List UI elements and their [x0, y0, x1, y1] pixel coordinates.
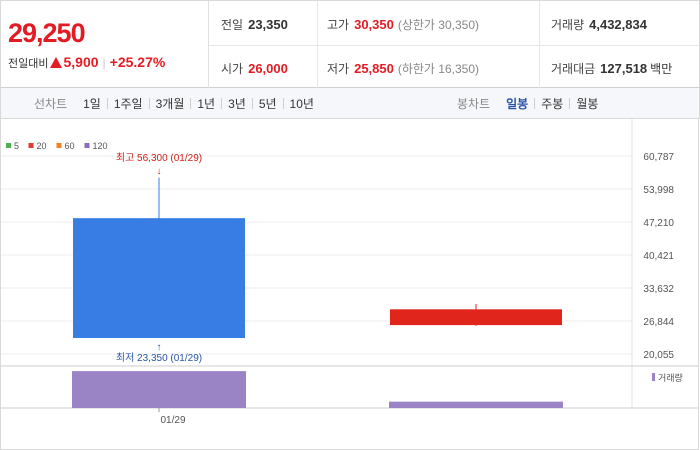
toolbar-divider [221, 98, 223, 109]
toolbar-divider [282, 98, 284, 109]
current-price: 29,250 [8, 18, 86, 48]
y-tick-label: 47,210 [643, 218, 674, 229]
quote-unit: 백만 [650, 62, 673, 76]
candle-period-button-0[interactable]: 일봉 [506, 97, 529, 111]
candle-chart-group: 봉차트 일봉 주봉 월봉 [457, 88, 604, 119]
legend-swatch [84, 143, 90, 148]
quote-cell: 시가 26,000 [221, 60, 288, 77]
quote-value: 26,000 [248, 61, 288, 76]
legend-label: 120 [93, 141, 108, 151]
up-arrow-icon: ↑ [157, 342, 162, 353]
y-tick-label: 26,844 [643, 317, 674, 328]
quote-value: 30,350 [354, 17, 394, 32]
volume-bar [389, 401, 563, 408]
line-period-button-0[interactable]: 1일 [83, 97, 101, 111]
down-arrow-icon: ↓ [157, 166, 162, 177]
line-period-button-5[interactable]: 5년 [258, 97, 277, 111]
quote-grid: 전일 23,350 고가 30,350 (상한가 30,350) 거래량 4,432,834… [209, 1, 699, 88]
quote-cell: 거래대금 127,518 백만 [551, 60, 672, 77]
toolbar-divider [569, 98, 571, 109]
y-tick-label: 60,787 [643, 152, 674, 163]
line-period-button-2[interactable]: 3개월 [155, 97, 185, 111]
quote-cell: 고가 30,350 (상한가 30,350) [327, 16, 479, 33]
quote-value: 127,518 [600, 61, 648, 76]
change-amount: 5,900 [63, 54, 99, 70]
x-tick-label: 01/29 [160, 415, 185, 426]
legend-label: 20 [37, 141, 47, 151]
legend-swatch [56, 143, 62, 148]
candle-body [390, 309, 562, 326]
legend-swatch [6, 143, 11, 148]
quote-label: 저가 [327, 62, 350, 76]
change-separator: | [102, 56, 106, 70]
chart-canvas: 60,787 53,998 47,210 40,421 33,632 26,844 20,0… [0, 119, 699, 450]
quote-cell: 거래량 4,432,834 [551, 16, 647, 33]
line-period-button-4[interactable]: 3년 [228, 97, 246, 111]
y-tick-label: 53,998 [643, 185, 674, 196]
change-percent: +25.27% [109, 54, 166, 70]
column-divider [317, 1, 318, 88]
quote-value: 4,432,834 [589, 17, 647, 32]
volume-legend-swatch [652, 373, 655, 381]
legend-label: 60 [65, 141, 75, 151]
high-annotation: 최고 56,300 (01/29) [116, 152, 202, 164]
up-triangle-icon [50, 57, 63, 68]
line-period-button-3[interactable]: 1년 [197, 97, 216, 111]
quote-label: 거래대금 [551, 62, 596, 76]
line-period-button-1[interactable]: 1주일 [113, 97, 143, 111]
change-line: 전일대비 5,900 | +25.27% [8, 54, 165, 71]
line-chart-label: 선차트 [34, 97, 68, 111]
toolbar-divider [534, 98, 536, 109]
quote-limit: (상한가 30,350) [397, 18, 480, 32]
quote-value: 23,350 [248, 17, 288, 32]
legend-label: 5 [14, 141, 19, 151]
quote-label: 시가 [221, 62, 244, 76]
price-summary: 29,250 전일대비 5,900 | +25.27% 전일 23,350 고가 30,35… [0, 0, 700, 88]
candle-body [73, 218, 245, 338]
quote-label: 전일 [221, 18, 244, 32]
legend-swatch [28, 143, 34, 148]
quote-label: 고가 [327, 18, 350, 32]
low-annotation: 최저 23,350 (01/29) [116, 352, 202, 364]
line-chart-group: 선차트 1일 1주일 3개월 1년 3년 5년 10년 [34, 88, 320, 119]
quote-cell: 전일 23,350 [221, 16, 288, 33]
y-tick-label: 20,055 [643, 350, 674, 361]
quote-cell: 저가 25,850 (하한가 16,350) [327, 60, 479, 77]
stock-chart: 60,787 53,998 47,210 40,421 33,632 26,844 20,0… [0, 119, 700, 450]
line-period-button-6[interactable]: 10년 [289, 97, 314, 111]
candle-chart-label: 봉차트 [457, 97, 491, 111]
volume-legend-label: 거래량 [658, 372, 683, 383]
quote-limit: (하한가 16,350) [397, 62, 480, 76]
y-tick-label: 40,421 [643, 251, 674, 262]
chart-toolbar: 선차트 1일 1주일 3개월 1년 3년 5년 10년 봉차트 일봉 주봉 월봉 [0, 88, 700, 119]
quote-label: 거래량 [551, 18, 585, 32]
change-label: 전일대비 [8, 58, 49, 70]
column-divider [539, 1, 540, 88]
toolbar-divider [106, 98, 108, 109]
candle-period-button-1[interactable]: 주봉 [541, 97, 564, 111]
quote-value: 25,850 [354, 61, 394, 76]
volume-bar [72, 371, 246, 408]
toolbar-divider [190, 98, 192, 109]
candle-period-button-2[interactable]: 월봉 [576, 97, 599, 111]
y-tick-label: 33,632 [643, 284, 674, 295]
toolbar-divider [251, 98, 253, 109]
row-divider [209, 45, 699, 46]
price-box: 29,250 전일대비 5,900 | +25.27% [1, 1, 209, 88]
toolbar-divider [148, 98, 150, 109]
